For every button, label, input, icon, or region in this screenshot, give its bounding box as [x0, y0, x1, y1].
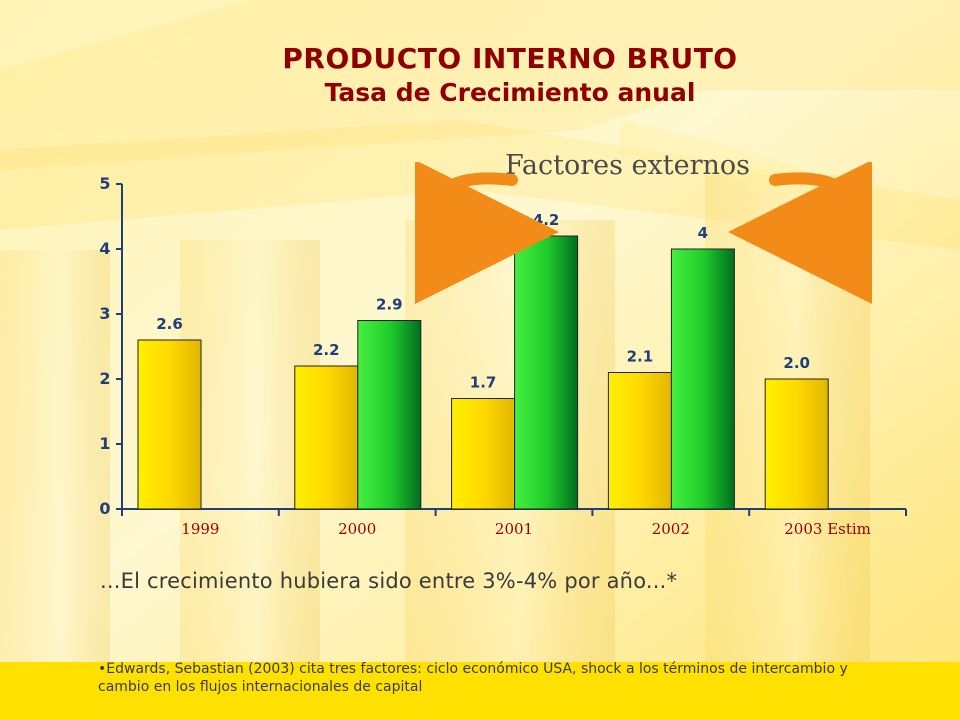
yellow-bar	[607, 372, 672, 510]
right-curved-arrow-icon	[728, 162, 873, 304]
title-block: PRODUCTO INTERNO BRUTO Tasa de Crecimien…	[190, 42, 830, 110]
footer-note: •Edwards, Sebastian (2003) cita tres fac…	[98, 661, 848, 695]
growth-statement: ...El crecimiento hubiera sido entre 3%-…	[100, 569, 678, 593]
yellow-bar	[764, 378, 829, 510]
green-bar-label: 4	[698, 224, 708, 242]
green-bar	[670, 248, 735, 510]
y-tick-label: 4	[99, 239, 110, 258]
left-curved-arrow-icon	[414, 162, 559, 304]
green-bar-label: 2.9	[376, 296, 403, 314]
y-tick-label: 0	[99, 499, 110, 518]
green-bar-label: 4.2	[533, 211, 560, 229]
green-bar	[514, 235, 579, 510]
x-tick-label: 2000	[338, 520, 376, 538]
growth-bar-chart: 0 1 2 3 4 5 2.6 1999 2.2 2.9 2000 1.7 4.2 2001 2.1 4 200…	[99, 162, 907, 538]
green-bar	[357, 320, 422, 510]
page-title: PRODUCTO INTERNO BRUTO	[282, 42, 738, 75]
y-tick-label: 5	[99, 174, 110, 193]
x-tick-label: 1999	[181, 520, 219, 538]
yellow-bar-label: 2.6	[156, 315, 183, 333]
x-tick-label: 2001	[495, 520, 533, 538]
y-tick-label: 3	[99, 304, 110, 323]
x-tick-label: 2002	[652, 520, 690, 538]
footer-bar	[0, 662, 960, 720]
yellow-bar-label: 1.7	[470, 374, 497, 392]
page-subtitle: Tasa de Crecimiento anual	[324, 78, 696, 107]
yellow-bar	[137, 339, 202, 510]
y-tick-label: 1	[99, 434, 110, 453]
yellow-bar-label: 2.2	[313, 341, 340, 359]
x-tick-label: 2003 Estim	[784, 520, 871, 538]
yellow-bar	[294, 365, 359, 510]
yellow-bar-label: 2.1	[627, 348, 654, 366]
yellow-bar	[451, 398, 516, 510]
y-tick-label: 2	[99, 369, 110, 388]
yellow-bar-label: 2.0	[783, 354, 810, 372]
